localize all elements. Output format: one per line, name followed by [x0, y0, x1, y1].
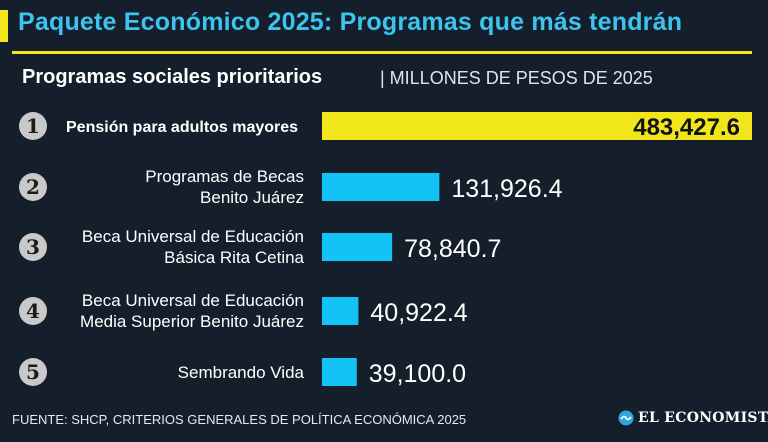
category-label-line: Pensión para adultos mayores — [66, 119, 298, 136]
category-label: Beca Universal de Educación Básica Rita C… — [82, 227, 305, 267]
bar — [322, 112, 752, 140]
category-label: Sembrando Vida — [178, 363, 305, 382]
category-label: Beca Universal de Educación Media Superio… — [80, 291, 304, 331]
bar — [322, 297, 359, 325]
category-label: Programas de Becas Benito Juárez — [145, 167, 304, 207]
category-label-line: Beca Universal de Educación — [82, 291, 304, 310]
chart-title: Paquete Económico 2025: Programas que má… — [18, 8, 683, 36]
bar — [322, 358, 357, 386]
rank-circle — [19, 112, 47, 140]
rank-circle — [19, 173, 47, 201]
value-label: 78,840.7 — [404, 235, 501, 263]
rank-number: 3 — [26, 235, 40, 259]
rank-number: 2 — [26, 175, 40, 199]
category-label-line: Sembrando Vida — [178, 363, 305, 382]
brand-logo: EL ECONOMISTA — [618, 410, 768, 426]
rank-number: 5 — [26, 360, 40, 384]
source-note: FUENTE: SHCP, CRITERIOS GENERALES DE POL… — [12, 412, 467, 427]
bar-chart: 1 Pensión para adultos mayores 483,427.6 2 P… — [19, 112, 752, 388]
rank-circle — [19, 233, 47, 261]
units-label: | MILLONES DE PESOS DE 2025 — [380, 68, 653, 88]
value-label: 40,922.4 — [370, 299, 467, 327]
value-label: 483,427.6 — [633, 114, 740, 141]
title-accent-bar — [0, 10, 8, 42]
value-label: 39,100.0 — [369, 360, 466, 388]
bar — [322, 173, 440, 201]
brand-icon — [618, 410, 634, 426]
bar — [322, 233, 393, 261]
category-label-line: Beca Universal de Educación — [82, 227, 304, 246]
value-label: 131,926.4 — [451, 175, 562, 203]
chart-subtitle: Programas sociales prioritarios — [22, 66, 323, 88]
category-label-line: Benito Juárez — [200, 188, 304, 207]
category-label-line: Básica Rita Cetina — [164, 248, 304, 267]
category-label-line: Programas de Becas — [145, 167, 304, 186]
rank-number: 4 — [26, 299, 40, 323]
category-label: Pensión para adultos mayores — [66, 119, 298, 136]
title-underline — [12, 51, 752, 54]
category-label-line: Media Superior Benito Juárez — [80, 312, 304, 331]
brand-name: EL ECONOMISTA — [638, 410, 768, 426]
rank-circle — [19, 358, 47, 386]
rank-number: 1 — [26, 114, 40, 138]
rank-circle — [19, 297, 47, 325]
